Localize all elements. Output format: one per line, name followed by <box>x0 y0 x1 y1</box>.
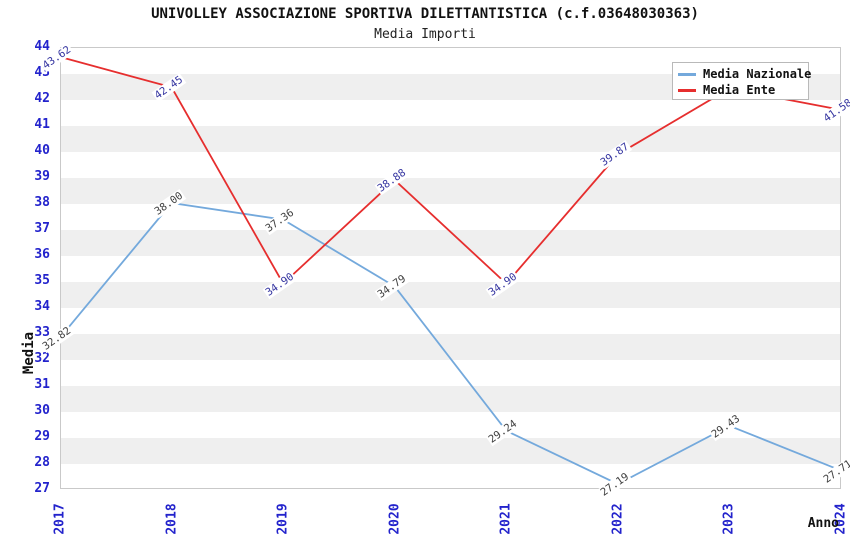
y-tick-label: 29 <box>34 429 50 444</box>
legend-item-media-ente: Media Ente <box>678 82 808 98</box>
x-axis-title: Anno <box>807 516 839 531</box>
legend: Media Nazionale Media Ente <box>672 62 812 100</box>
y-tick-label: 27 <box>34 481 50 496</box>
y-tick-label: 34 <box>34 299 50 314</box>
y-tick-label: 33 <box>34 325 50 340</box>
x-tick-label: 2017 <box>52 503 68 535</box>
chart-subtitle: Media Importi <box>374 27 476 42</box>
legend-label: Media Ente <box>703 83 776 97</box>
y-tick-label: 38 <box>34 195 50 210</box>
y-tick-label: 40 <box>34 143 50 158</box>
y-tick-label: 32 <box>34 351 50 366</box>
legend-label: Media Nazionale <box>703 67 812 81</box>
y-tick-label: 41 <box>34 117 50 132</box>
y-tick-label: 31 <box>34 377 50 392</box>
legend-item-media-nazionale: Media Nazionale <box>678 66 812 82</box>
y-tick-label: 36 <box>34 247 50 262</box>
y-tick-label: 30 <box>34 403 50 418</box>
y-tick-label: 39 <box>34 169 50 184</box>
y-tick-label: 37 <box>34 221 50 236</box>
y-tick-label: 35 <box>34 273 50 288</box>
x-tick-label: 2020 <box>387 503 403 535</box>
y-axis-title: Media <box>21 331 38 375</box>
y-tick-label: 44 <box>34 39 50 54</box>
y-tick-label: 28 <box>34 455 50 470</box>
x-tick-label: 2023 <box>721 503 737 535</box>
legend-swatch-red-line-icon <box>678 88 696 92</box>
y-tick-label: 42 <box>34 91 50 106</box>
x-tick-label: 2021 <box>498 503 514 535</box>
y-tick-label: 43 <box>34 65 50 80</box>
series-line-media-nazionale <box>59 202 842 486</box>
x-tick-label: 2018 <box>164 503 180 535</box>
x-tick-label: 2019 <box>275 503 291 535</box>
x-tick-label: 2022 <box>610 503 626 535</box>
legend-swatch-blue-line-icon <box>678 72 696 76</box>
chart-title: UNIVOLLEY ASSOCIAZIONE SPORTIVA DILETTAN… <box>151 6 699 22</box>
